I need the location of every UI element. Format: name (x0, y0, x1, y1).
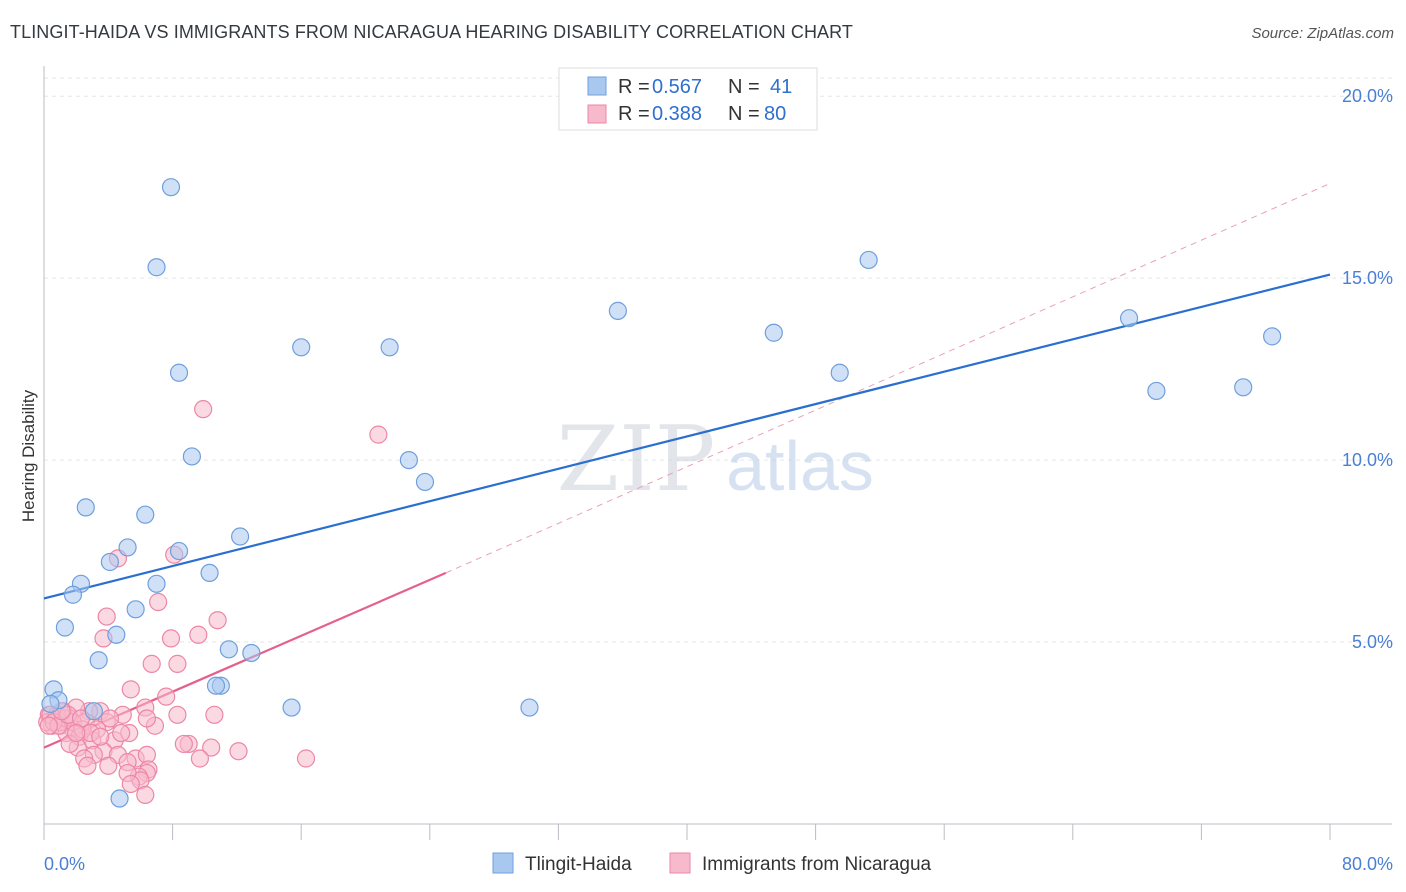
point-series-0-13 (182, 447, 201, 466)
point-series-0-9 (169, 363, 189, 382)
legend-n-value-1: 41 (770, 76, 792, 98)
point-series-1-62 (296, 749, 316, 768)
point-series-1-60 (136, 785, 155, 804)
point-series-0-17 (136, 505, 155, 524)
legend-swatch-pink (587, 104, 607, 124)
stats-legend: R = 0.567 N = 41 R = 0.388 N = 80 (558, 67, 818, 131)
point-series-0-39 (84, 702, 103, 721)
point-series-0-31 (89, 651, 108, 670)
series-legend-swatch-pink (669, 852, 691, 874)
point-series-0-15 (415, 472, 435, 492)
point-series-1-61 (190, 749, 210, 768)
point-series-1-1 (369, 425, 388, 444)
legend-r-label-2: R = (618, 103, 650, 125)
point-series-1-13 (157, 687, 176, 706)
point-series-1-45 (202, 738, 221, 757)
point-series-1-59 (121, 774, 140, 794)
legend-r-value-1: 0.567 (652, 76, 702, 98)
point-series-0-8 (1263, 327, 1282, 346)
point-series-1-40 (168, 705, 187, 724)
watermark-atlas: atlas (726, 427, 874, 505)
point-series-0-26 (126, 600, 145, 619)
legend-n-label-1: N = (728, 76, 760, 98)
point-series-0-19 (118, 538, 137, 557)
point-series-0-33 (206, 676, 226, 695)
legend-swatch-blue (587, 76, 607, 96)
point-series-0-22 (200, 563, 219, 583)
y-tick-label-0: 5.0% (1352, 632, 1393, 652)
point-series-1-5 (97, 607, 116, 626)
point-series-0-40 (110, 789, 129, 808)
point-series-0-7 (1119, 309, 1139, 328)
point-series-1-0 (194, 400, 213, 419)
series-legend: Tlingit-Haida Immigrants from Nicaragua (492, 852, 932, 875)
gridlines (44, 77, 1392, 643)
point-series-1-44 (229, 742, 248, 761)
watermark-zip: ZIP (557, 407, 716, 512)
point-series-1-6 (208, 611, 227, 630)
y-tick-label-3: 20.0% (1342, 86, 1393, 106)
y-tick-label-1: 10.0% (1342, 450, 1393, 470)
point-series-0-10 (830, 363, 849, 382)
series-legend-label-1: Tlingit-Haida (525, 854, 632, 875)
point-series-1-4 (149, 592, 168, 612)
legend-r-label-1: R = (618, 76, 650, 98)
point-series-0-2 (859, 250, 878, 270)
point-series-0-11 (1147, 381, 1166, 401)
point-series-1-10 (168, 654, 187, 673)
point-series-0-37 (520, 698, 539, 717)
point-series-0-30 (242, 643, 261, 663)
trend-line-series-0 (43, 273, 1331, 600)
point-series-0-25 (147, 574, 166, 593)
point-series-1-77 (39, 716, 58, 735)
point-series-0-12 (1234, 378, 1253, 397)
point-series-1-51 (78, 756, 97, 775)
legend-r-value-2: 0.388 (652, 103, 702, 125)
point-series-0-1 (147, 258, 166, 277)
x-tick-label-left: 0.0% (44, 854, 85, 874)
point-series-0-18 (231, 527, 250, 546)
point-series-0-28 (107, 625, 126, 644)
point-series-1-71 (91, 727, 110, 746)
point-series-1-11 (142, 654, 161, 673)
series-legend-label-2: Immigrants from Nicaragua (702, 854, 932, 875)
legend-n-value-2: 80 (764, 103, 786, 125)
point-series-0-5 (380, 338, 399, 357)
point-series-1-50 (99, 756, 118, 775)
point-series-0-29 (219, 640, 238, 659)
point-series-1-9 (161, 629, 181, 648)
y-tick-labels: 5.0% 10.0% 15.0% 20.0% (1342, 86, 1393, 652)
point-series-1-79 (67, 723, 86, 743)
point-series-0-14 (399, 450, 419, 470)
point-series-0-36 (282, 698, 301, 717)
point-series-1-73 (112, 723, 131, 743)
watermark: ZIP atlas (557, 407, 874, 512)
trend-line-pink-extension (445, 183, 1331, 574)
legend-n-label-2: N = (728, 103, 760, 125)
data-points (38, 178, 1282, 808)
source-credit: Source: ZipAtlas.com (1251, 25, 1394, 42)
point-series-0-21 (100, 552, 120, 572)
x-tick-label-right: 80.0% (1342, 854, 1393, 874)
point-series-0-16 (76, 498, 95, 517)
point-series-0-6 (764, 323, 783, 342)
chart-title: TLINGIT-HAIDA VS IMMIGRANTS FROM NICARAG… (10, 22, 854, 42)
point-series-1-43 (174, 734, 193, 754)
point-series-0-4 (292, 338, 311, 357)
point-series-1-7 (189, 625, 208, 644)
point-series-0-20 (169, 541, 189, 561)
y-axis-label: Hearing Disability (19, 389, 38, 522)
point-series-0-0 (161, 178, 181, 197)
point-series-1-39 (205, 705, 224, 724)
series-legend-swatch-blue (492, 852, 514, 874)
point-series-0-3 (608, 301, 627, 320)
point-series-0-24 (63, 585, 83, 604)
point-series-1-12 (121, 680, 140, 699)
point-series-1-72 (100, 709, 120, 728)
point-series-1-41 (137, 709, 156, 728)
point-series-0-38 (41, 694, 60, 714)
point-series-0-27 (55, 618, 74, 637)
y-tick-label-2: 15.0% (1342, 268, 1393, 288)
